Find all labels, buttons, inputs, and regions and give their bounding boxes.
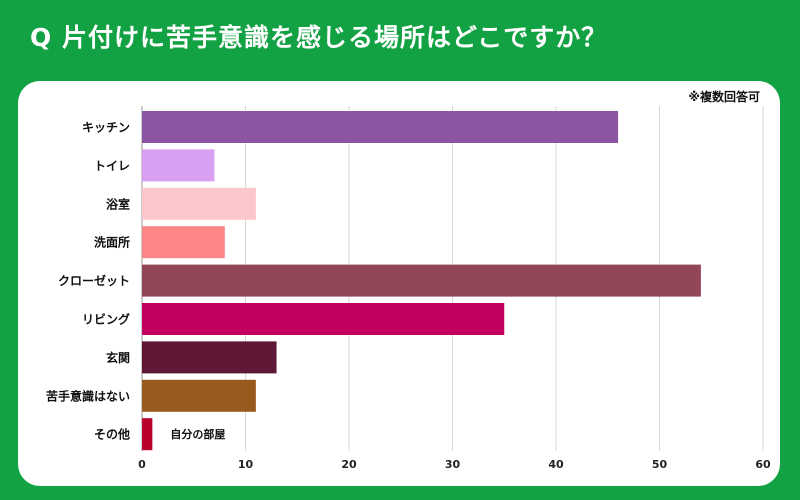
x-tick-label: 50 [652, 458, 668, 471]
annotations: 自分の部屋 [170, 427, 225, 441]
category-label: 浴室 [106, 196, 130, 211]
x-tick-labels: 0 10 20 30 40 50 60 [138, 458, 771, 471]
x-tick-label: 10 [238, 458, 254, 471]
bar [142, 303, 505, 335]
bar [142, 418, 153, 451]
annotation-label: 自分の部屋 [170, 427, 225, 441]
bar [142, 111, 619, 143]
bar [142, 379, 256, 412]
bar [142, 149, 215, 182]
x-tick-label: 20 [341, 458, 357, 471]
category-label: 洗面所 [94, 235, 130, 250]
bar [142, 187, 256, 220]
category-label: キッチン [82, 121, 130, 135]
category-label: クローゼット [58, 273, 130, 288]
category-label: 玄関 [106, 350, 130, 365]
category-label: トイレ [94, 159, 130, 173]
bars [142, 111, 701, 451]
x-tick-label: 60 [755, 458, 771, 471]
x-tick-label: 30 [445, 458, 461, 471]
bar [142, 226, 225, 259]
chart-panel: ※複数回答可 キッチントイレ浴室洗面所クローゼットリビング玄関苦手意識はないその… [18, 81, 780, 486]
x-tick-label: 40 [548, 458, 564, 471]
chart-note: ※複数回答可 [688, 90, 760, 104]
bar [142, 264, 701, 297]
x-tick-label: 0 [138, 458, 146, 471]
bar [142, 341, 277, 374]
category-label: リビング [82, 312, 130, 327]
category-label: 苦手意識はない [46, 388, 130, 403]
category-label: その他 [94, 427, 130, 442]
chart-title: Q 片付けに苦手意識を感じる場所はどこですか？ [30, 23, 608, 52]
